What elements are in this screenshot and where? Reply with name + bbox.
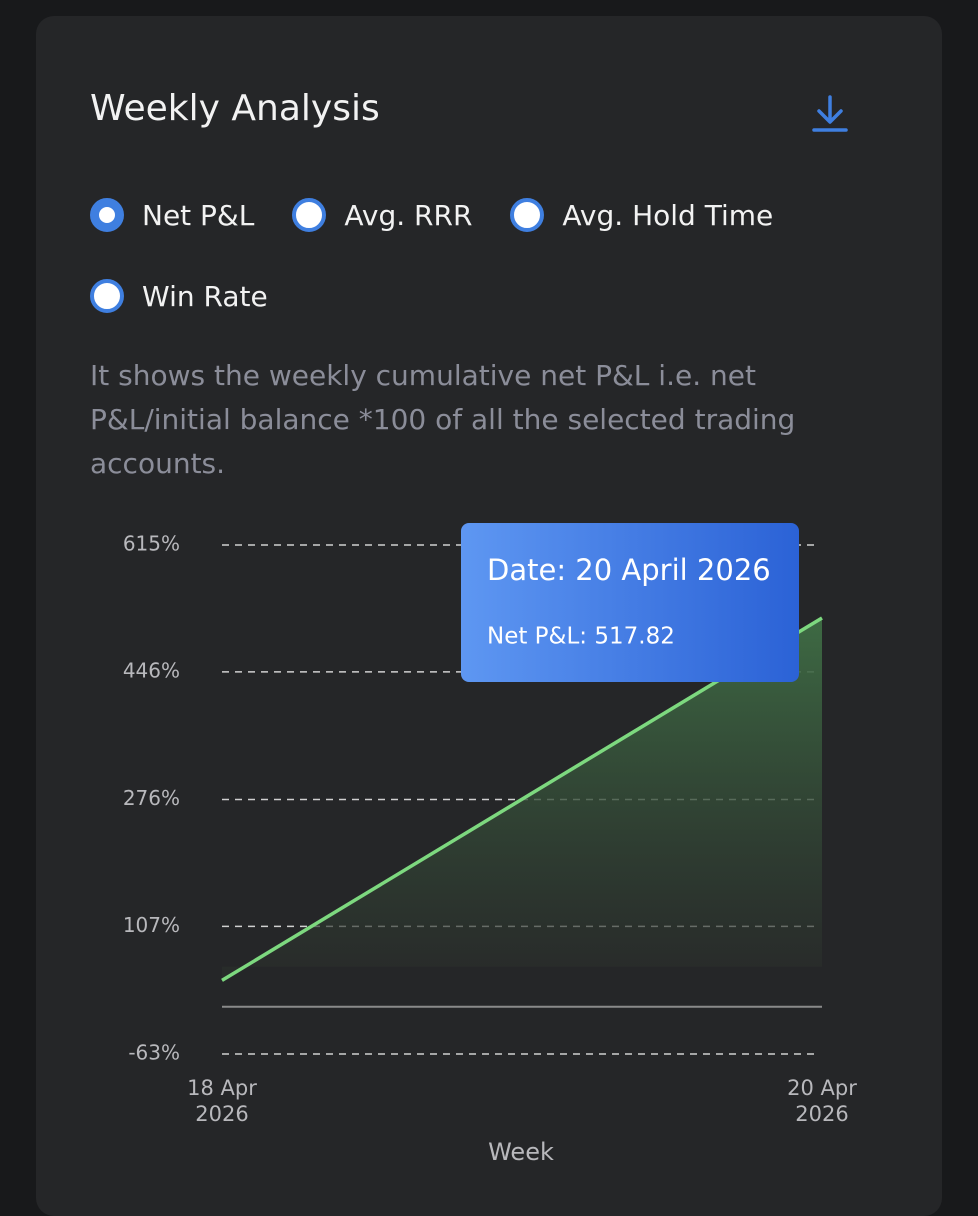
y-tick-label: -63%	[128, 1041, 180, 1065]
radio-label: Net P&L	[142, 198, 255, 232]
radio-option[interactable]: Avg. Hold Time	[510, 195, 773, 235]
radio-button	[510, 198, 545, 232]
radio-label: Avg. RRR	[344, 198, 473, 232]
radio-button	[292, 198, 327, 232]
radio-option[interactable]: Net P&L	[90, 195, 254, 235]
title: Weekly Analysis	[90, 88, 380, 129]
radio-option[interactable]: Avg. RRR	[292, 195, 472, 235]
x-axis-label: Week	[488, 1138, 554, 1166]
tooltip-box	[461, 523, 799, 682]
radio-button	[90, 279, 124, 313]
tooltip: Date: 20 April 2026 Net P&L: 517.82	[461, 523, 799, 682]
radio-option[interactable]: Win Rate	[90, 276, 268, 316]
x-tick-label: 18 Apr 2026	[187, 1076, 257, 1126]
options: Net P&L Avg. RRR Avg. Hold Time Win Rate	[90, 195, 850, 316]
y-tick-label: 615%	[123, 532, 180, 556]
y-tick-label: 107%	[123, 913, 180, 937]
y-tick-label: 446%	[123, 658, 180, 682]
radio-label: Win Rate	[142, 279, 268, 313]
download-button[interactable]	[810, 93, 850, 135]
radio-button	[90, 198, 124, 232]
tooltip-value: Net P&L: 517.82	[487, 624, 675, 650]
description: It shows the weekly cumulative net P&L i…	[90, 359, 796, 480]
x-tick-label: 20 Apr 2026	[787, 1076, 857, 1126]
tooltip-date: Date: 20 April 2026	[487, 553, 771, 587]
y-tick-label: 276%	[123, 786, 180, 810]
radio-label: Avg. Hold Time	[562, 198, 774, 232]
